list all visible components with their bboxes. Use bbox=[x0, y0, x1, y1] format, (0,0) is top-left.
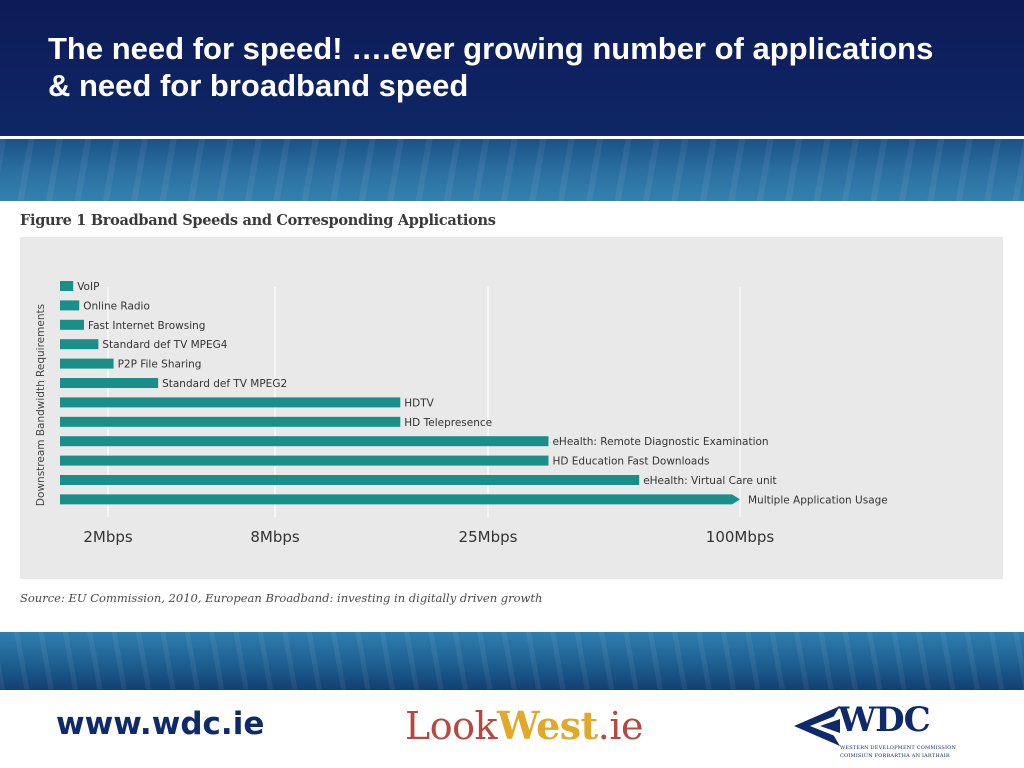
lookwest-look: Look bbox=[405, 704, 498, 748]
bar bbox=[60, 300, 80, 311]
bar-label: HD Telepresence bbox=[404, 417, 492, 429]
bar bbox=[60, 358, 114, 369]
wdc-name: WDC bbox=[838, 700, 931, 740]
bar-label: eHealth: Remote Diagnostic Examination bbox=[552, 436, 768, 448]
x-tick-label: 8Mbps bbox=[250, 528, 300, 546]
bar-label: Multiple Application Usage bbox=[748, 494, 888, 506]
wdc-subtitle-ga: COIMISIÚN FORBARTHA AN IARTHAIR bbox=[840, 753, 950, 759]
bar bbox=[60, 397, 401, 408]
y-axis-label: Downstream Bandwidth Requirements bbox=[35, 304, 47, 506]
slide-title: The need for speed! ….ever growing numbe… bbox=[48, 31, 934, 103]
bar bbox=[60, 339, 99, 350]
wdc-arrow-icon bbox=[794, 706, 840, 746]
bar-label: Standard def TV MPEG4 bbox=[102, 339, 227, 351]
figure-source: Source: EU Commission, 2010, European Br… bbox=[20, 591, 543, 605]
bar-label: HD Education Fast Downloads bbox=[552, 456, 709, 468]
bar-label: Fast Internet Browsing bbox=[88, 320, 205, 332]
wdc-logo[interactable]: WDC WESTERN DEVELOPMENT COMMISSION COIMI… bbox=[790, 700, 970, 762]
wdc-subtitle-en: WESTERN DEVELOPMENT COMMISSION bbox=[840, 745, 957, 751]
header-divider bbox=[0, 136, 1024, 139]
decorative-water-band-top bbox=[0, 139, 1024, 201]
bar-label: VoIP bbox=[77, 281, 99, 293]
chart-panel: Downstream Bandwidth Requirements VoIP Onl… bbox=[20, 237, 1003, 579]
lookwest-ie: .ie bbox=[597, 704, 644, 748]
bar-label: Standard def TV MPEG2 bbox=[162, 378, 287, 390]
bar-label: HDTV bbox=[404, 397, 434, 409]
bar bbox=[60, 455, 549, 466]
bar bbox=[60, 281, 74, 291]
lookwest-west: West bbox=[497, 703, 598, 748]
x-tick-label: 2Mbps bbox=[83, 528, 133, 546]
decorative-water-band-bottom bbox=[0, 632, 1024, 690]
x-tick-label: 25Mbps bbox=[459, 528, 518, 546]
slide-header: The need for speed! ….ever growing numbe… bbox=[0, 0, 1024, 136]
x-tick-label: 100Mbps bbox=[706, 528, 775, 546]
bar-label: P2P File Sharing bbox=[118, 359, 202, 371]
website-link[interactable]: www.wdc.ie bbox=[56, 706, 265, 742]
bar bbox=[60, 319, 84, 330]
bar bbox=[60, 378, 159, 388]
bar-label: Online Radio bbox=[83, 300, 150, 312]
figure-title: Figure 1 Broadband Speeds and Correspond… bbox=[20, 212, 496, 229]
bar-arrow bbox=[60, 494, 740, 505]
bar-label: eHealth: Virtual Care unit bbox=[643, 475, 776, 487]
bandwidth-chart: Downstream Bandwidth Requirements VoIP Onl… bbox=[35, 281, 888, 546]
bar bbox=[60, 436, 549, 447]
bar bbox=[60, 416, 401, 427]
bar bbox=[60, 475, 640, 485]
lookwest-logo[interactable]: LookWest.ie bbox=[405, 703, 644, 749]
